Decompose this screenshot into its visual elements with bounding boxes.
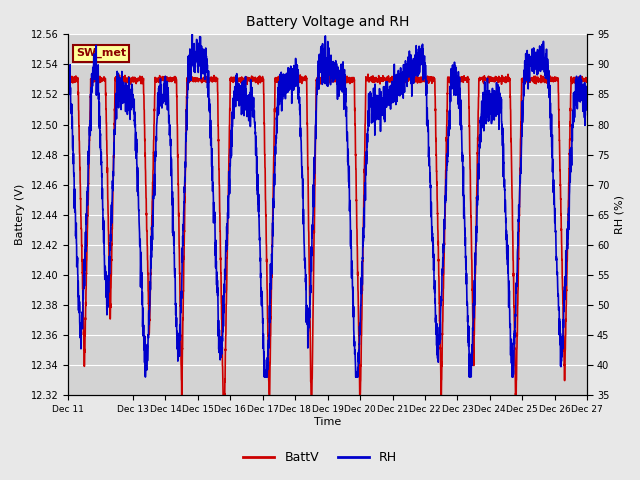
Line: RH: RH — [68, 35, 588, 377]
RH — [394, 80, 402, 85]
Y-axis label: Battery (V): Battery (V) — [15, 184, 25, 245]
Legend: BattV, RH: BattV, RH — [238, 446, 402, 469]
X-axis label: Time: Time — [314, 417, 341, 427]
RH — [188, 32, 196, 37]
BattV — [171, 76, 179, 82]
BattV — [394, 76, 402, 82]
RH — [584, 106, 591, 111]
Line: BattV: BattV — [68, 74, 588, 395]
RH — [171, 270, 179, 276]
BattV — [504, 79, 512, 84]
BattV — [584, 77, 591, 83]
BattV — [64, 74, 72, 80]
Y-axis label: RH (%): RH (%) — [615, 195, 625, 234]
Title: Battery Voltage and RH: Battery Voltage and RH — [246, 15, 410, 29]
RH — [473, 205, 481, 211]
RH — [504, 269, 512, 275]
BattV — [321, 71, 329, 77]
BattV — [440, 258, 448, 264]
BattV — [578, 76, 586, 82]
RH — [141, 374, 149, 380]
RH — [440, 219, 448, 225]
BattV — [473, 179, 481, 185]
RH — [64, 81, 72, 86]
BattV — [178, 392, 186, 398]
RH — [578, 88, 586, 94]
Text: SW_met: SW_met — [76, 48, 126, 58]
